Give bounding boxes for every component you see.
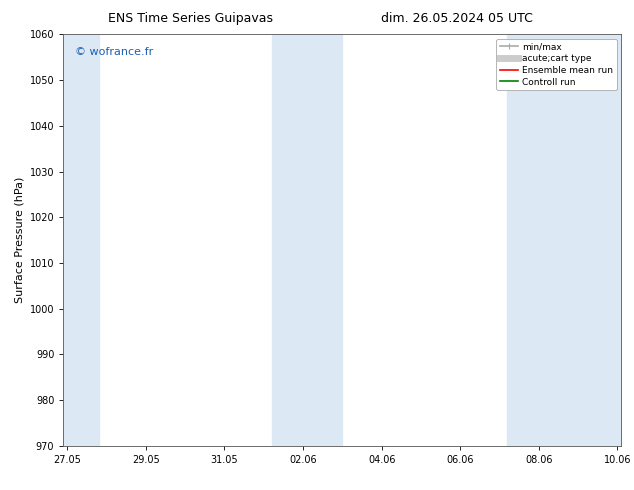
Legend: min/max, acute;cart type, Ensemble mean run, Controll run: min/max, acute;cart type, Ensemble mean … (496, 39, 617, 90)
Bar (63, 34, 99, 446)
Text: ENS Time Series Guipavas: ENS Time Series Guipavas (108, 12, 273, 25)
Text: dim. 26.05.2024 05 UTC: dim. 26.05.2024 05 UTC (380, 12, 533, 25)
Y-axis label: Surface Pressure (hPa): Surface Pressure (hPa) (14, 177, 24, 303)
Bar (507, 34, 621, 446)
Bar (271, 34, 342, 446)
Text: © wofrance.fr: © wofrance.fr (75, 47, 153, 57)
